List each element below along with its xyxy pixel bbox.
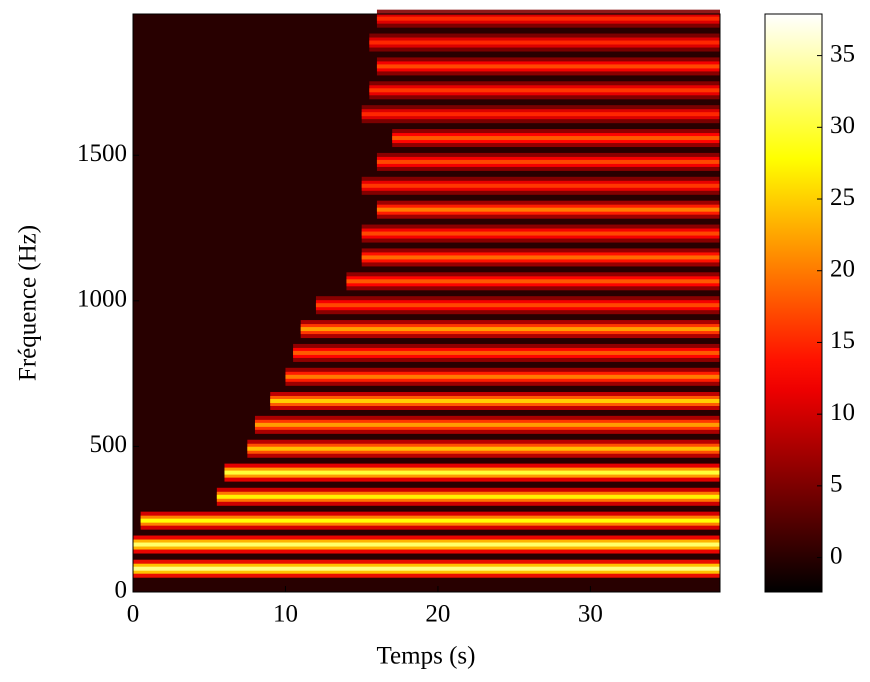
plot-frame xyxy=(132,13,721,593)
harmonic xyxy=(140,518,720,523)
x-tick-label: 10 xyxy=(273,601,298,628)
colorbar-tick-label: 35 xyxy=(830,40,855,67)
y-tick-label: 500 xyxy=(90,431,128,458)
x-axis-label: Temps (s) xyxy=(377,643,476,670)
y-axis-label: Fréquence (Hz) xyxy=(15,225,42,381)
colorbar-tick-label: 5 xyxy=(830,471,843,498)
x-tick-label: 30 xyxy=(578,601,603,628)
harmonic xyxy=(376,64,720,69)
harmonic xyxy=(293,350,720,355)
colorbar-tick-label: 30 xyxy=(830,112,855,139)
harmonic xyxy=(346,279,720,284)
harmonic xyxy=(315,303,720,308)
harmonic xyxy=(133,542,720,547)
harmonic xyxy=(376,159,720,164)
y-tick-label: 1500 xyxy=(77,140,127,167)
harmonic xyxy=(247,446,720,451)
harmonic xyxy=(376,207,720,212)
harmonic xyxy=(361,255,720,260)
harmonic xyxy=(300,327,720,332)
harmonic xyxy=(224,470,720,475)
harmonic xyxy=(285,374,720,379)
x-tick-label: 20 xyxy=(425,601,450,628)
harmonic xyxy=(254,422,720,427)
colorbar xyxy=(764,13,823,593)
colorbar-tick-label: 10 xyxy=(830,399,855,426)
harmonic xyxy=(361,112,720,117)
harmonic xyxy=(361,183,720,188)
harmonic xyxy=(216,494,720,499)
colorbar-tick-label: 25 xyxy=(830,184,855,211)
colorbar-tick-label: 0 xyxy=(830,542,843,569)
harmonic xyxy=(392,136,720,141)
harmonic xyxy=(361,231,720,236)
y-tick-label: 0 xyxy=(115,577,128,604)
harmonic xyxy=(369,88,720,93)
harmonic xyxy=(369,40,720,45)
harmonic xyxy=(133,566,720,571)
colorbar-tick-label: 20 xyxy=(830,255,855,282)
y-tick-label: 1000 xyxy=(77,286,127,313)
harmonic xyxy=(376,16,720,21)
colorbar-tick-label: 15 xyxy=(830,327,855,354)
harmonic xyxy=(270,398,720,403)
x-tick-label: 0 xyxy=(127,601,140,628)
